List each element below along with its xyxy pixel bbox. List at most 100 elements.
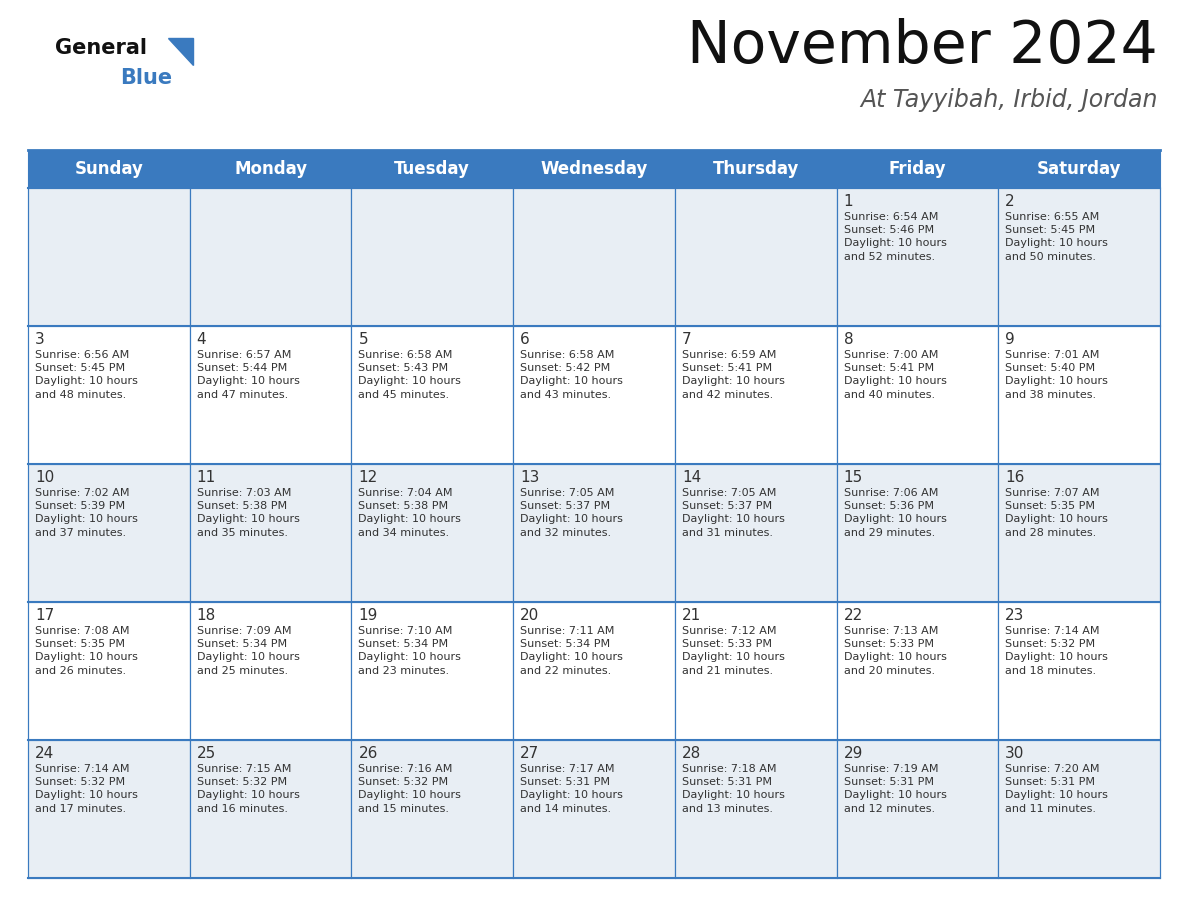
Text: 6: 6 xyxy=(520,332,530,347)
Bar xyxy=(998,602,1159,740)
Bar xyxy=(513,602,675,740)
Text: Sunrise: 7:20 AM
Sunset: 5:31 PM
Daylight: 10 hours
and 11 minutes.: Sunrise: 7:20 AM Sunset: 5:31 PM Dayligh… xyxy=(1005,764,1108,813)
Text: Sunrise: 7:11 AM
Sunset: 5:34 PM
Daylight: 10 hours
and 22 minutes.: Sunrise: 7:11 AM Sunset: 5:34 PM Dayligh… xyxy=(520,626,623,676)
Bar xyxy=(513,326,675,464)
Text: 16: 16 xyxy=(1005,470,1025,485)
Text: 7: 7 xyxy=(682,332,691,347)
Text: Sunrise: 7:09 AM
Sunset: 5:34 PM
Daylight: 10 hours
and 25 minutes.: Sunrise: 7:09 AM Sunset: 5:34 PM Dayligh… xyxy=(197,626,299,676)
Text: 10: 10 xyxy=(34,470,55,485)
Bar xyxy=(352,464,513,602)
Text: 11: 11 xyxy=(197,470,216,485)
Text: Sunrise: 7:14 AM
Sunset: 5:32 PM
Daylight: 10 hours
and 17 minutes.: Sunrise: 7:14 AM Sunset: 5:32 PM Dayligh… xyxy=(34,764,138,813)
Text: 17: 17 xyxy=(34,608,55,623)
Bar xyxy=(190,602,352,740)
Text: 27: 27 xyxy=(520,746,539,761)
Bar xyxy=(836,326,998,464)
Text: Sunrise: 7:03 AM
Sunset: 5:38 PM
Daylight: 10 hours
and 35 minutes.: Sunrise: 7:03 AM Sunset: 5:38 PM Dayligh… xyxy=(197,488,299,538)
Text: Sunrise: 7:05 AM
Sunset: 5:37 PM
Daylight: 10 hours
and 31 minutes.: Sunrise: 7:05 AM Sunset: 5:37 PM Dayligh… xyxy=(682,488,785,538)
Text: Sunrise: 6:56 AM
Sunset: 5:45 PM
Daylight: 10 hours
and 48 minutes.: Sunrise: 6:56 AM Sunset: 5:45 PM Dayligh… xyxy=(34,350,138,399)
Text: 13: 13 xyxy=(520,470,539,485)
Bar xyxy=(352,188,513,326)
Bar xyxy=(998,464,1159,602)
Text: Blue: Blue xyxy=(120,68,172,88)
Text: Sunrise: 6:58 AM
Sunset: 5:43 PM
Daylight: 10 hours
and 45 minutes.: Sunrise: 6:58 AM Sunset: 5:43 PM Dayligh… xyxy=(359,350,461,399)
Text: At Tayyibah, Irbid, Jordan: At Tayyibah, Irbid, Jordan xyxy=(860,88,1158,112)
Text: 12: 12 xyxy=(359,470,378,485)
Bar xyxy=(352,326,513,464)
Text: Monday: Monday xyxy=(234,160,308,178)
Text: 3: 3 xyxy=(34,332,45,347)
Text: 25: 25 xyxy=(197,746,216,761)
Bar xyxy=(352,740,513,878)
Polygon shape xyxy=(168,38,192,65)
Text: Sunrise: 6:57 AM
Sunset: 5:44 PM
Daylight: 10 hours
and 47 minutes.: Sunrise: 6:57 AM Sunset: 5:44 PM Dayligh… xyxy=(197,350,299,399)
Text: Sunrise: 7:01 AM
Sunset: 5:40 PM
Daylight: 10 hours
and 38 minutes.: Sunrise: 7:01 AM Sunset: 5:40 PM Dayligh… xyxy=(1005,350,1108,399)
Bar xyxy=(190,188,352,326)
Text: 24: 24 xyxy=(34,746,55,761)
Text: 9: 9 xyxy=(1005,332,1015,347)
Text: Friday: Friday xyxy=(889,160,946,178)
Text: 19: 19 xyxy=(359,608,378,623)
Text: Saturday: Saturday xyxy=(1037,160,1121,178)
Text: Sunrise: 6:55 AM
Sunset: 5:45 PM
Daylight: 10 hours
and 50 minutes.: Sunrise: 6:55 AM Sunset: 5:45 PM Dayligh… xyxy=(1005,212,1108,262)
Bar xyxy=(998,740,1159,878)
Text: Sunrise: 7:15 AM
Sunset: 5:32 PM
Daylight: 10 hours
and 16 minutes.: Sunrise: 7:15 AM Sunset: 5:32 PM Dayligh… xyxy=(197,764,299,813)
Text: Thursday: Thursday xyxy=(713,160,798,178)
Bar xyxy=(675,740,836,878)
Text: Sunrise: 7:12 AM
Sunset: 5:33 PM
Daylight: 10 hours
and 21 minutes.: Sunrise: 7:12 AM Sunset: 5:33 PM Dayligh… xyxy=(682,626,785,676)
Bar xyxy=(513,740,675,878)
Text: Sunday: Sunday xyxy=(75,160,144,178)
Bar xyxy=(352,602,513,740)
Bar xyxy=(29,602,190,740)
Text: Sunrise: 7:07 AM
Sunset: 5:35 PM
Daylight: 10 hours
and 28 minutes.: Sunrise: 7:07 AM Sunset: 5:35 PM Dayligh… xyxy=(1005,488,1108,538)
Text: 14: 14 xyxy=(682,470,701,485)
Bar xyxy=(29,740,190,878)
Text: Tuesday: Tuesday xyxy=(394,160,470,178)
Text: Sunrise: 7:16 AM
Sunset: 5:32 PM
Daylight: 10 hours
and 15 minutes.: Sunrise: 7:16 AM Sunset: 5:32 PM Dayligh… xyxy=(359,764,461,813)
Bar xyxy=(190,326,352,464)
Text: 23: 23 xyxy=(1005,608,1025,623)
Bar xyxy=(675,464,836,602)
Bar xyxy=(190,464,352,602)
Text: 21: 21 xyxy=(682,608,701,623)
Text: Sunrise: 7:14 AM
Sunset: 5:32 PM
Daylight: 10 hours
and 18 minutes.: Sunrise: 7:14 AM Sunset: 5:32 PM Dayligh… xyxy=(1005,626,1108,676)
Text: Sunrise: 6:54 AM
Sunset: 5:46 PM
Daylight: 10 hours
and 52 minutes.: Sunrise: 6:54 AM Sunset: 5:46 PM Dayligh… xyxy=(843,212,947,262)
Text: Sunrise: 7:06 AM
Sunset: 5:36 PM
Daylight: 10 hours
and 29 minutes.: Sunrise: 7:06 AM Sunset: 5:36 PM Dayligh… xyxy=(843,488,947,538)
Text: 26: 26 xyxy=(359,746,378,761)
Text: Wednesday: Wednesday xyxy=(541,160,647,178)
Bar xyxy=(675,326,836,464)
Text: 15: 15 xyxy=(843,470,862,485)
Bar xyxy=(29,464,190,602)
Text: Sunrise: 7:19 AM
Sunset: 5:31 PM
Daylight: 10 hours
and 12 minutes.: Sunrise: 7:19 AM Sunset: 5:31 PM Dayligh… xyxy=(843,764,947,813)
Text: Sunrise: 6:58 AM
Sunset: 5:42 PM
Daylight: 10 hours
and 43 minutes.: Sunrise: 6:58 AM Sunset: 5:42 PM Dayligh… xyxy=(520,350,623,399)
Bar xyxy=(513,464,675,602)
Text: Sunrise: 7:18 AM
Sunset: 5:31 PM
Daylight: 10 hours
and 13 minutes.: Sunrise: 7:18 AM Sunset: 5:31 PM Dayligh… xyxy=(682,764,785,813)
Text: 8: 8 xyxy=(843,332,853,347)
Text: Sunrise: 7:04 AM
Sunset: 5:38 PM
Daylight: 10 hours
and 34 minutes.: Sunrise: 7:04 AM Sunset: 5:38 PM Dayligh… xyxy=(359,488,461,538)
Text: Sunrise: 7:00 AM
Sunset: 5:41 PM
Daylight: 10 hours
and 40 minutes.: Sunrise: 7:00 AM Sunset: 5:41 PM Dayligh… xyxy=(843,350,947,399)
Bar xyxy=(29,326,190,464)
Bar xyxy=(998,326,1159,464)
Text: November 2024: November 2024 xyxy=(687,18,1158,75)
Text: General: General xyxy=(55,38,147,58)
Text: Sunrise: 6:59 AM
Sunset: 5:41 PM
Daylight: 10 hours
and 42 minutes.: Sunrise: 6:59 AM Sunset: 5:41 PM Dayligh… xyxy=(682,350,785,399)
Text: 22: 22 xyxy=(843,608,862,623)
Bar xyxy=(513,188,675,326)
Bar xyxy=(836,464,998,602)
Bar xyxy=(836,188,998,326)
Text: 29: 29 xyxy=(843,746,862,761)
Text: Sunrise: 7:10 AM
Sunset: 5:34 PM
Daylight: 10 hours
and 23 minutes.: Sunrise: 7:10 AM Sunset: 5:34 PM Dayligh… xyxy=(359,626,461,676)
Bar xyxy=(836,740,998,878)
Bar xyxy=(675,188,836,326)
Bar xyxy=(190,740,352,878)
Bar xyxy=(29,150,1159,188)
Text: 2: 2 xyxy=(1005,194,1015,209)
Text: 28: 28 xyxy=(682,746,701,761)
Bar xyxy=(29,188,190,326)
Text: 18: 18 xyxy=(197,608,216,623)
Bar xyxy=(675,602,836,740)
Text: Sunrise: 7:02 AM
Sunset: 5:39 PM
Daylight: 10 hours
and 37 minutes.: Sunrise: 7:02 AM Sunset: 5:39 PM Dayligh… xyxy=(34,488,138,538)
Text: 4: 4 xyxy=(197,332,207,347)
Text: 1: 1 xyxy=(843,194,853,209)
Text: 5: 5 xyxy=(359,332,368,347)
